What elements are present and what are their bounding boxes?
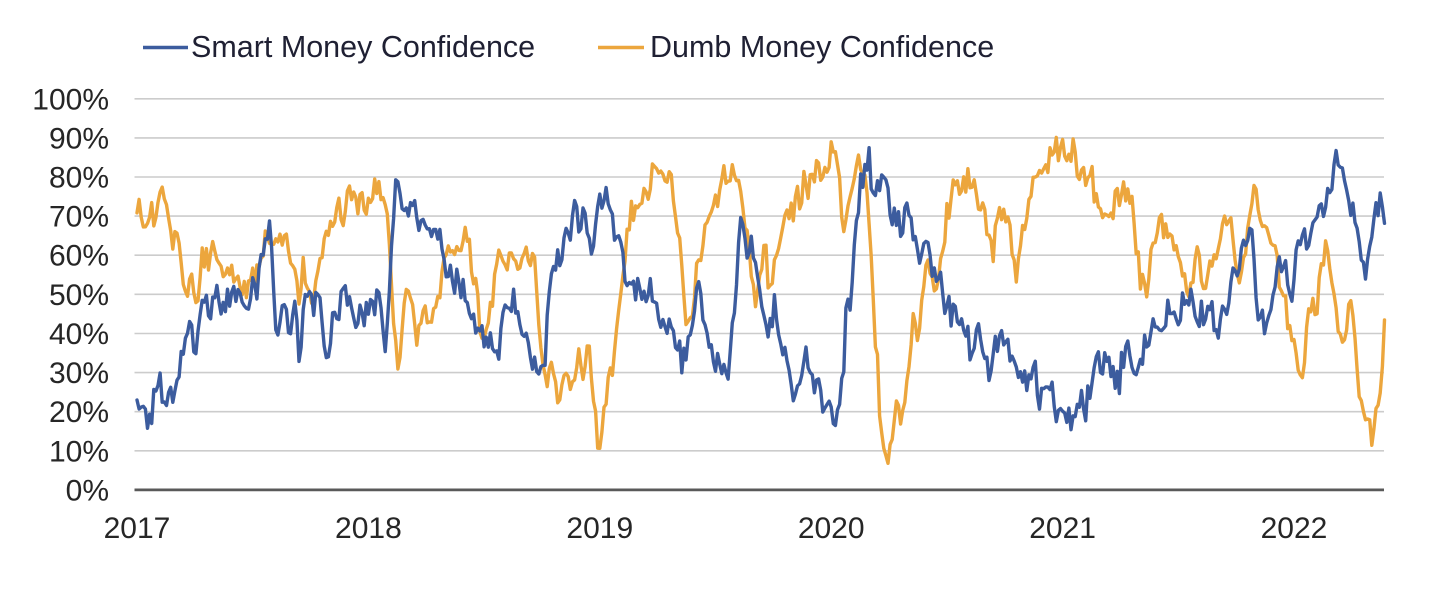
svg-text:2021: 2021 [1029, 512, 1096, 545]
svg-text:2017: 2017 [104, 512, 171, 545]
svg-text:50%: 50% [49, 279, 109, 312]
svg-text:0%: 0% [66, 474, 109, 507]
svg-text:90%: 90% [49, 122, 109, 155]
svg-text:2019: 2019 [566, 512, 633, 545]
svg-text:2020: 2020 [798, 512, 865, 545]
svg-text:100%: 100% [32, 83, 109, 116]
svg-text:60%: 60% [49, 240, 109, 273]
svg-text:2022: 2022 [1261, 512, 1328, 545]
svg-text:40%: 40% [49, 318, 109, 351]
svg-text:2018: 2018 [335, 512, 402, 545]
svg-text:10%: 10% [49, 435, 109, 468]
svg-text:20%: 20% [49, 396, 109, 429]
svg-text:Smart Money Confidence: Smart Money Confidence [191, 30, 535, 64]
svg-text:80%: 80% [49, 162, 109, 195]
svg-text:Dumb Money Confidence: Dumb Money Confidence [650, 30, 994, 64]
svg-text:70%: 70% [49, 201, 109, 234]
svg-text:30%: 30% [49, 357, 109, 390]
